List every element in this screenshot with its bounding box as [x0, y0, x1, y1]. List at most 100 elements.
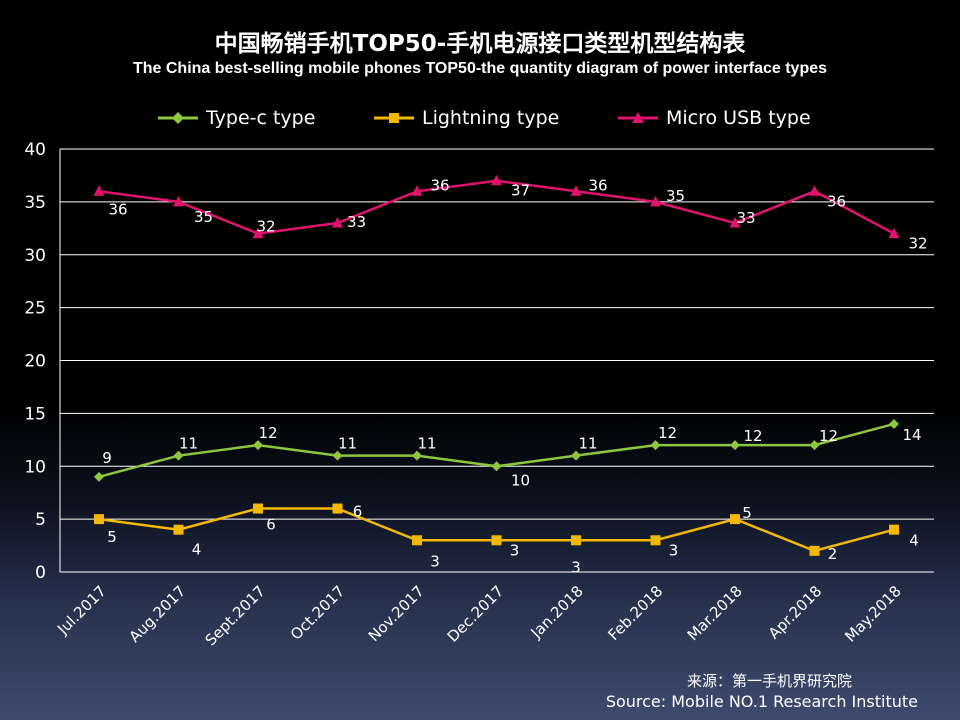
data-point-micro-usb-type: [332, 217, 343, 228]
y-tick-label: 15: [24, 404, 46, 424]
data-point-lightning-type: [253, 503, 263, 514]
legend-swatch-type-c: [158, 112, 198, 124]
data-point-micro-usb-type: [93, 185, 105, 196]
data-label-type-c-type: 10: [511, 471, 530, 489]
data-point-lightning-type: [809, 545, 820, 556]
legend-item-micro-usb: Micro USB type: [618, 104, 811, 132]
data-label-type-c-type: 12: [743, 427, 762, 445]
data-point-lightning-type: [730, 514, 740, 525]
data-label-type-c-type: 12: [258, 424, 277, 442]
legend-swatch-lightning: [374, 113, 414, 123]
data-point-type-c-type: [571, 450, 581, 461]
data-label-lightning-type: 2: [828, 545, 838, 563]
data-label-type-c-type: 12: [658, 424, 677, 442]
data-label-lightning-type: 3: [430, 552, 440, 570]
data-label-lightning-type: 4: [909, 532, 919, 550]
data-point-lightning-type: [332, 503, 343, 514]
x-tick-label: Apr.2018: [765, 582, 825, 642]
chart-subtitle: The China best-selling mobile phones TOP…: [132, 60, 828, 77]
x-tick-label: Jan.2018: [527, 582, 587, 642]
x-tick-label: Feb.2018: [604, 582, 666, 644]
data-point-type-c-type: [173, 450, 184, 461]
data-point-lightning-type: [173, 524, 184, 535]
x-tick-label: Mar.2018: [684, 582, 746, 644]
x-tick-label: Aug.2017: [126, 582, 190, 646]
data-label-micro-usb-type: 33: [347, 213, 366, 231]
data-label-lightning-type: 6: [353, 503, 363, 521]
data-point-micro-usb-type: [809, 185, 820, 196]
data-label-micro-usb-type: 32: [908, 235, 927, 253]
y-tick-label: 10: [24, 457, 46, 477]
data-label-micro-usb-type: 36: [108, 200, 127, 218]
data-point-type-c-type: [332, 450, 343, 461]
data-point-micro-usb-type: [411, 185, 423, 196]
data-point-type-c-type: [491, 461, 502, 472]
data-point-micro-usb-type: [252, 227, 264, 239]
data-point-lightning-type: [94, 514, 104, 525]
data-label-type-c-type: 9: [102, 449, 112, 467]
source-en: Source: Mobile NO.1 Research Institute: [605, 692, 918, 711]
y-axis-ticks: 0 5 10 15 20 25 30 35 40: [24, 140, 46, 583]
legend-label-micro-usb: Micro USB type: [666, 107, 811, 129]
chart-legend: Type-c type Lightning type Micro USB typ…: [0, 104, 960, 132]
data-label-type-c-type: 12: [819, 427, 838, 445]
data-label-lightning-type: 4: [192, 541, 202, 559]
x-tick-label: Jul.2017: [53, 582, 110, 639]
x-tick-label: Sept.2017: [202, 582, 269, 649]
data-point-micro-usb-type: [570, 185, 582, 196]
y-tick-label: 30: [24, 246, 46, 266]
data-label-micro-usb-type: 33: [736, 209, 755, 227]
data-label-micro-usb-type: 36: [827, 192, 846, 210]
data-label-lightning-type: 3: [510, 541, 520, 559]
data-point-type-c-type: [412, 450, 422, 461]
data-label-lightning-type: 5: [742, 504, 752, 522]
x-tick-label: Oct.2017: [287, 582, 348, 643]
data-point-type-c-type: [730, 440, 740, 451]
data-label-micro-usb-type: 37: [511, 182, 530, 200]
x-tick-label: Dec.2017: [444, 582, 508, 646]
data-point-micro-usb-type: [729, 217, 741, 228]
data-point-lightning-type: [491, 535, 502, 546]
data-label-lightning-type: 3: [669, 541, 679, 559]
data-label-lightning-type: 5: [107, 528, 117, 546]
y-tick-label: 0: [35, 563, 46, 583]
data-point-type-c-type: [650, 440, 661, 451]
data-label-type-c-type: 14: [902, 426, 921, 444]
data-label-micro-usb-type: 35: [666, 187, 685, 205]
y-tick-label: 35: [24, 193, 46, 213]
chart-title: 中国畅销手机TOP50-手机电源接口类型机型结构表: [214, 31, 746, 57]
data-point-type-c-type: [889, 418, 899, 429]
legend-item-lightning: Lightning type: [374, 104, 559, 132]
legend-item-type-c: Type-c type: [158, 104, 315, 132]
data-point-micro-usb-type: [491, 174, 502, 186]
data-label-micro-usb-type: 35: [194, 208, 213, 226]
y-tick-label: 20: [24, 352, 46, 372]
data-point-lightning-type: [650, 535, 661, 546]
y-tick-label: 5: [35, 510, 46, 530]
data-point-micro-usb-type: [888, 227, 900, 239]
data-label-type-c-type: 11: [338, 435, 357, 453]
data-point-lightning-type: [889, 524, 899, 535]
legend-label-type-c: Type-c type: [206, 107, 316, 129]
data-point-micro-usb-type: [650, 195, 661, 207]
y-tick-label: 40: [24, 140, 46, 160]
data-label-lightning-type: 6: [266, 516, 276, 534]
data-point-micro-usb-type: [173, 195, 184, 207]
gridlines: [59, 148, 934, 573]
data-label-type-c-type: 11: [578, 435, 597, 453]
y-tick-label: 25: [24, 299, 46, 319]
data-label-type-c-type: 11: [179, 435, 198, 453]
data-label-micro-usb-type: 32: [256, 218, 275, 236]
series-line-micro-usb-type: [98, 179, 895, 235]
data-point-lightning-type: [571, 535, 581, 546]
data-point-type-c-type: [253, 440, 263, 451]
data-point-lightning-type: [412, 535, 422, 546]
data-label-lightning-type: 3: [571, 558, 581, 576]
x-tick-label: May.2018: [841, 582, 905, 646]
x-axis-ticks: Jul.2017 Aug.2017 Sept.2017 Oct.2017 Nov.201…: [53, 582, 905, 649]
series-lines: [93, 174, 900, 556]
data-point-type-c-type: [94, 471, 104, 482]
legend-label-lightning: Lightning type: [422, 107, 560, 129]
